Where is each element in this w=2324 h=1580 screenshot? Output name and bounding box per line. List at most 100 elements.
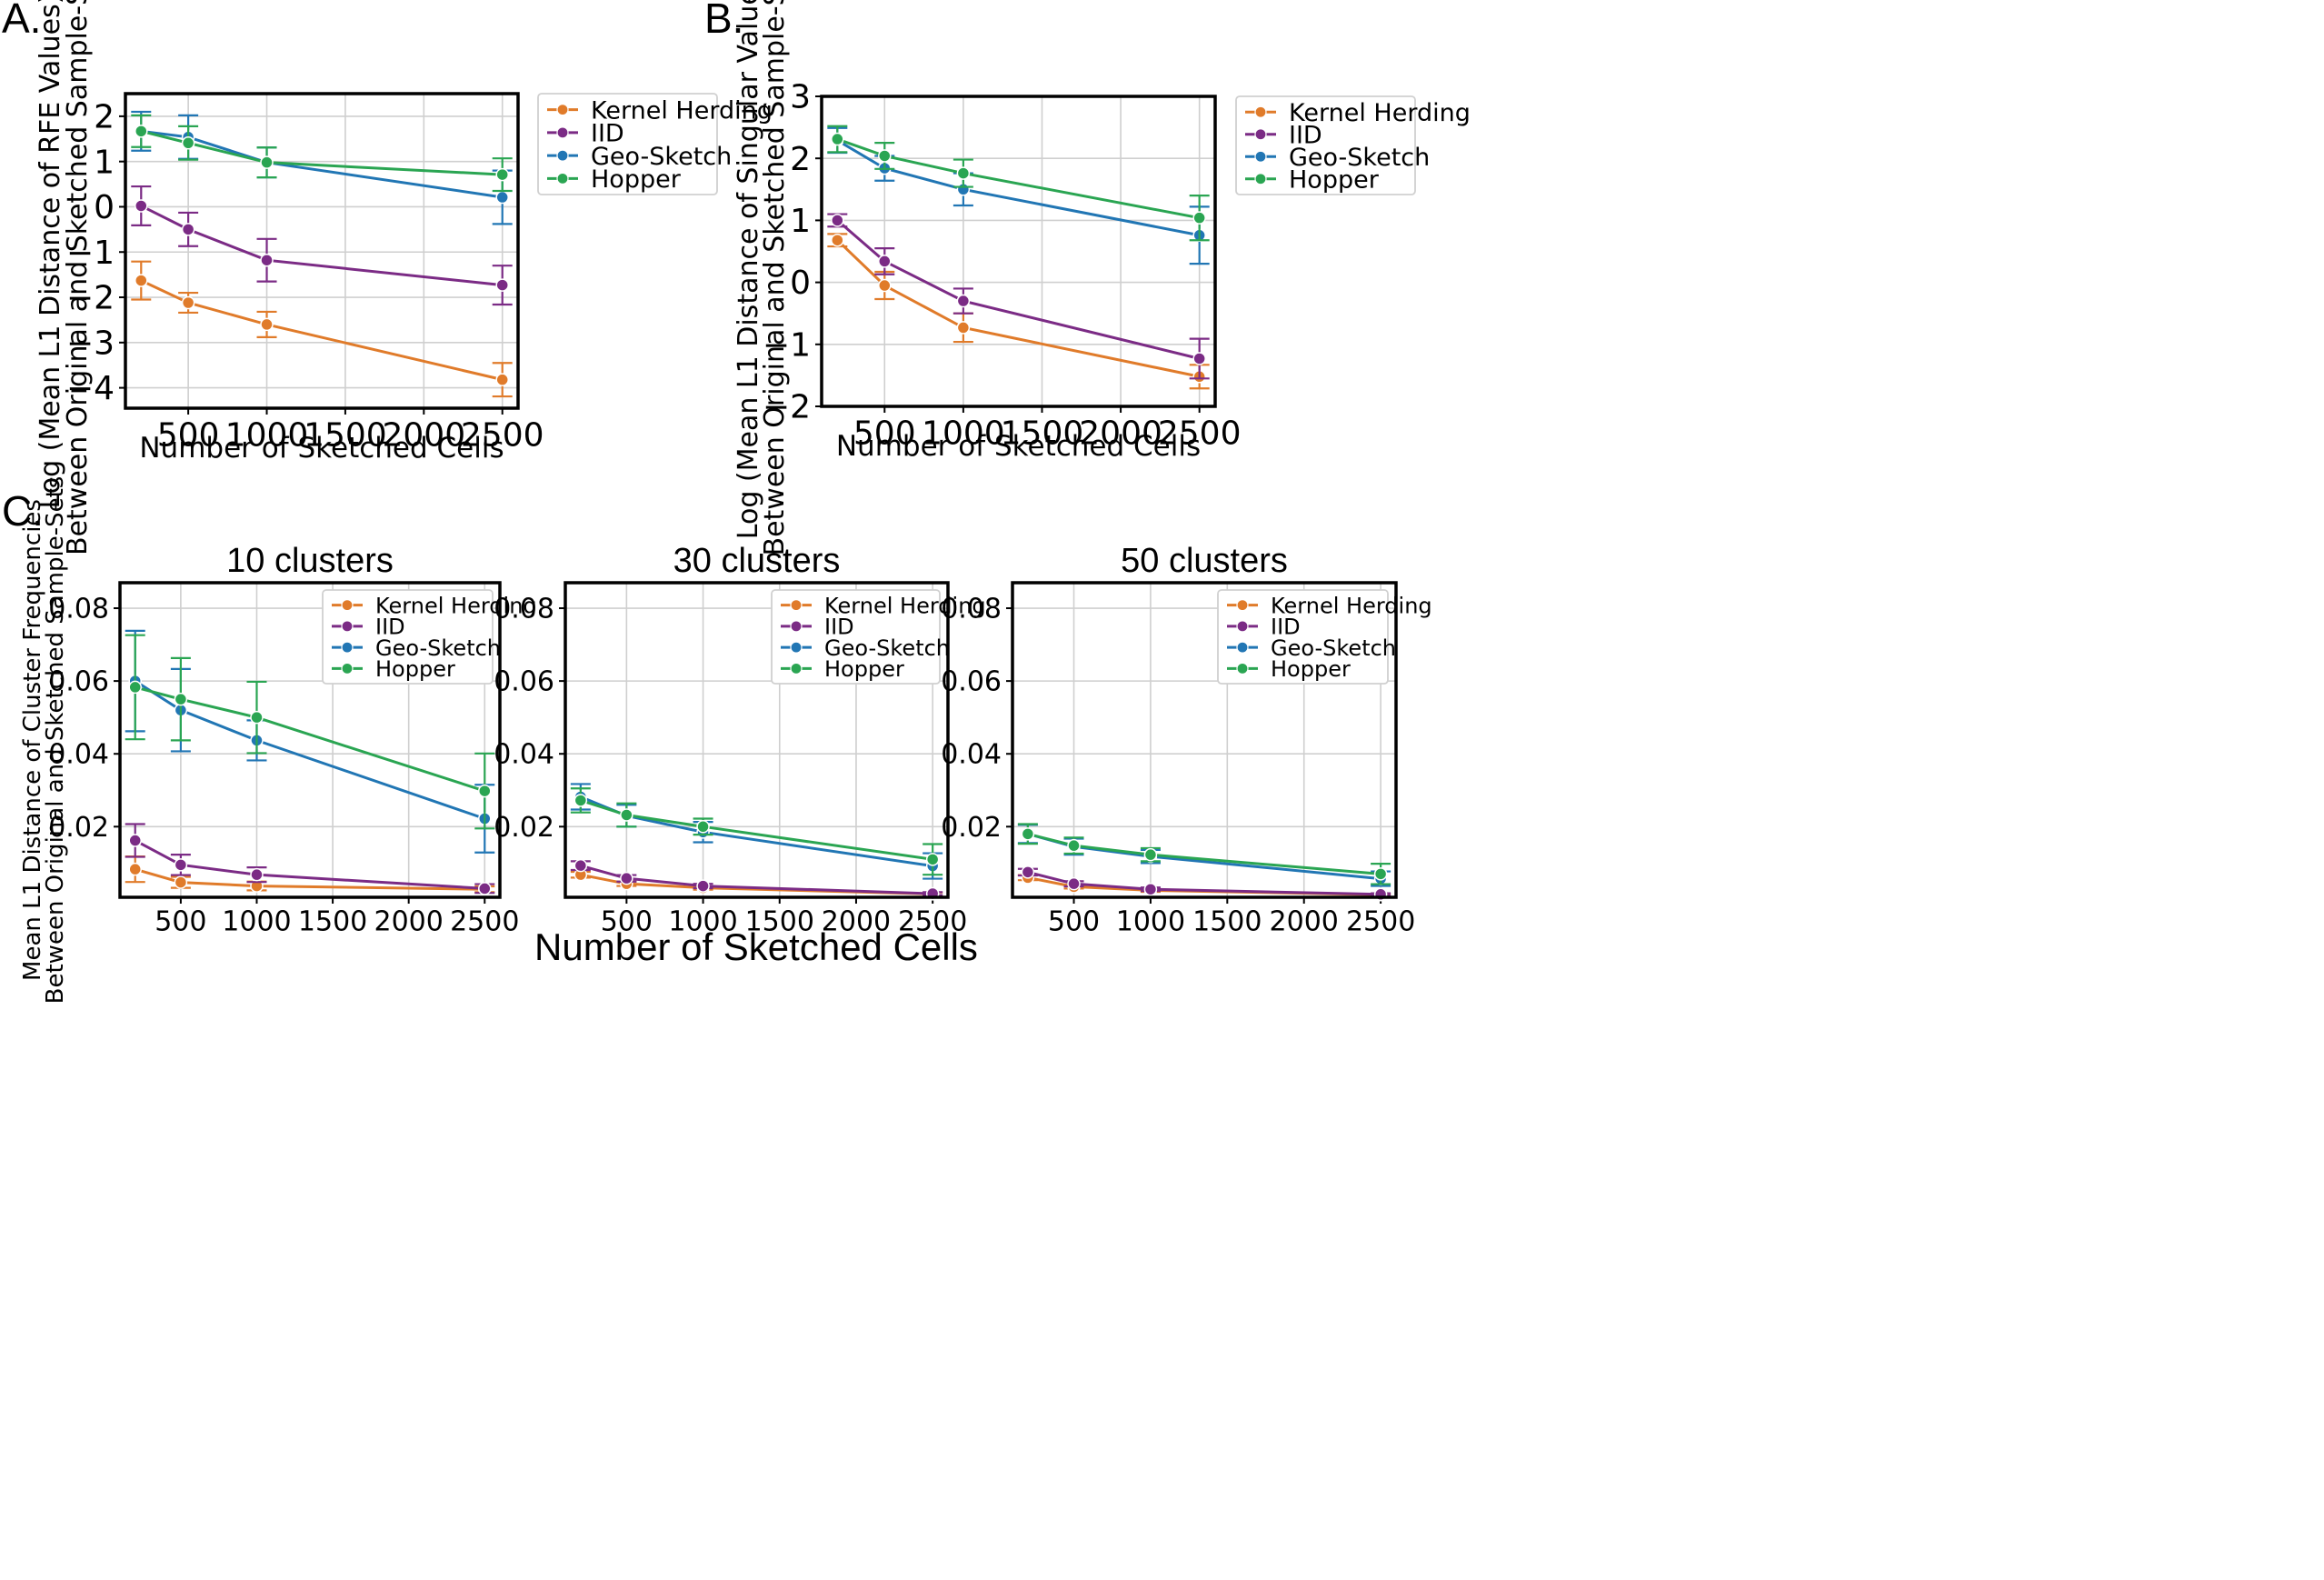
series-iid	[827, 213, 1210, 380]
x-tick-label: 2500	[450, 906, 519, 938]
legend-marker	[1236, 620, 1249, 633]
y-tick-label: 0.04	[48, 739, 109, 771]
data-point	[831, 214, 844, 227]
y-tick-label: 0.02	[941, 812, 1002, 844]
legend-marker	[790, 662, 803, 675]
series-line	[580, 795, 933, 868]
series-line	[134, 679, 485, 820]
x-tick-label: 1000	[225, 417, 309, 455]
legend-label: Hopper	[1271, 656, 1351, 682]
data-point	[878, 149, 892, 163]
series-line	[140, 279, 504, 382]
data-point	[956, 321, 971, 335]
y-tick-label: 0.06	[48, 666, 109, 698]
chart-c3: 500 1000 1500 2000 2500 0.08 0.06 0.04 0.02 50 cl…	[941, 542, 1431, 938]
data-point	[1373, 867, 1388, 881]
panel-label-c: C.	[2, 487, 44, 535]
x-tick-label: 2500	[898, 906, 967, 938]
legend-label: Geo-Sketch	[1289, 144, 1430, 172]
legend-marker	[1254, 173, 1267, 185]
y-tick-label: 0.02	[48, 812, 109, 844]
data-point	[260, 317, 274, 332]
data-point	[620, 808, 633, 822]
data-point	[574, 858, 588, 873]
data-point	[128, 862, 142, 876]
data-point	[1192, 352, 1206, 365]
plot-frame	[564, 581, 950, 899]
y-tick-label: 0.08	[48, 594, 109, 625]
data-point	[878, 278, 892, 293]
series-line	[135, 867, 485, 891]
series-hopper	[570, 787, 943, 876]
y-tick-label: 1	[94, 144, 115, 181]
data-point	[574, 794, 588, 807]
x-tick-label: 2000	[1270, 906, 1339, 938]
chart-title: 50 clusters	[1121, 542, 1288, 580]
legend-label: Geo-Sketch	[375, 635, 501, 661]
y-tick-label: 0	[94, 189, 115, 226]
data-point	[181, 295, 195, 310]
data-point	[174, 692, 188, 706]
y-tick-label: 0.06	[941, 666, 1002, 698]
legend-marker	[341, 662, 354, 675]
y-tick-label: 2	[94, 98, 115, 135]
legend-label: IID	[591, 120, 624, 148]
data-point	[1021, 827, 1035, 841]
y-axis-label: Mean L1 Distance of Cluster Frequencies	[19, 499, 46, 981]
y-tick-label: −3	[66, 325, 115, 362]
x-tick-label: 1000	[222, 906, 291, 938]
chart-title: 10 clusters	[226, 542, 394, 580]
data-point	[495, 373, 509, 386]
x-tick-label: 2000	[822, 906, 891, 938]
x-tick-label: 1500	[745, 906, 814, 938]
legend-marker	[556, 172, 569, 185]
data-point	[478, 784, 492, 798]
data-point	[1067, 838, 1081, 853]
legend-marker	[790, 599, 803, 612]
series-line	[836, 139, 1200, 237]
data-point	[135, 199, 148, 213]
x-tick-label: 2000	[374, 906, 444, 938]
data-point	[1143, 847, 1158, 862]
legend-label: Kernel Herding	[591, 96, 773, 125]
chart-title: 30 clusters	[673, 542, 841, 580]
plot-frame	[118, 581, 502, 899]
plot-frame	[1011, 581, 1398, 899]
series-kernel-herding	[827, 233, 1210, 390]
data-point	[128, 834, 142, 847]
data-point	[174, 875, 188, 889]
y-tick-label: 2	[790, 141, 811, 178]
y-tick-label: 3	[790, 79, 811, 116]
data-point	[696, 820, 710, 834]
series-line	[141, 129, 503, 199]
x-tick-label: 1500	[304, 417, 387, 455]
data-point	[1143, 882, 1158, 896]
plot-frame	[820, 95, 1217, 408]
series-line	[1027, 870, 1381, 896]
legend-marker	[1236, 662, 1249, 675]
y-tick-label: 0.04	[494, 739, 554, 771]
data-point	[696, 879, 710, 893]
series-line	[140, 129, 503, 176]
legend-marker	[341, 641, 354, 654]
chart-c2: 500 1000 1500 2000 2500 0.08 0.06 0.04 0.02 30 cl…	[494, 542, 985, 938]
x-tick-label: 1500	[298, 906, 367, 938]
legend-label: Geo-Sketch	[1271, 635, 1396, 661]
x-axis-label: Number of Sketched Cells	[836, 430, 1201, 463]
data-point	[174, 858, 188, 872]
data-point	[478, 882, 492, 895]
y-tick-label: 0.06	[494, 666, 554, 698]
data-point	[495, 278, 509, 292]
data-point	[495, 190, 509, 205]
legend-label: Hopper	[591, 165, 682, 194]
legend-label: Hopper	[1289, 165, 1380, 194]
x-tick-label: 2500	[1346, 906, 1415, 938]
x-tick-label: 1000	[922, 415, 1005, 453]
legend-marker	[556, 104, 569, 116]
